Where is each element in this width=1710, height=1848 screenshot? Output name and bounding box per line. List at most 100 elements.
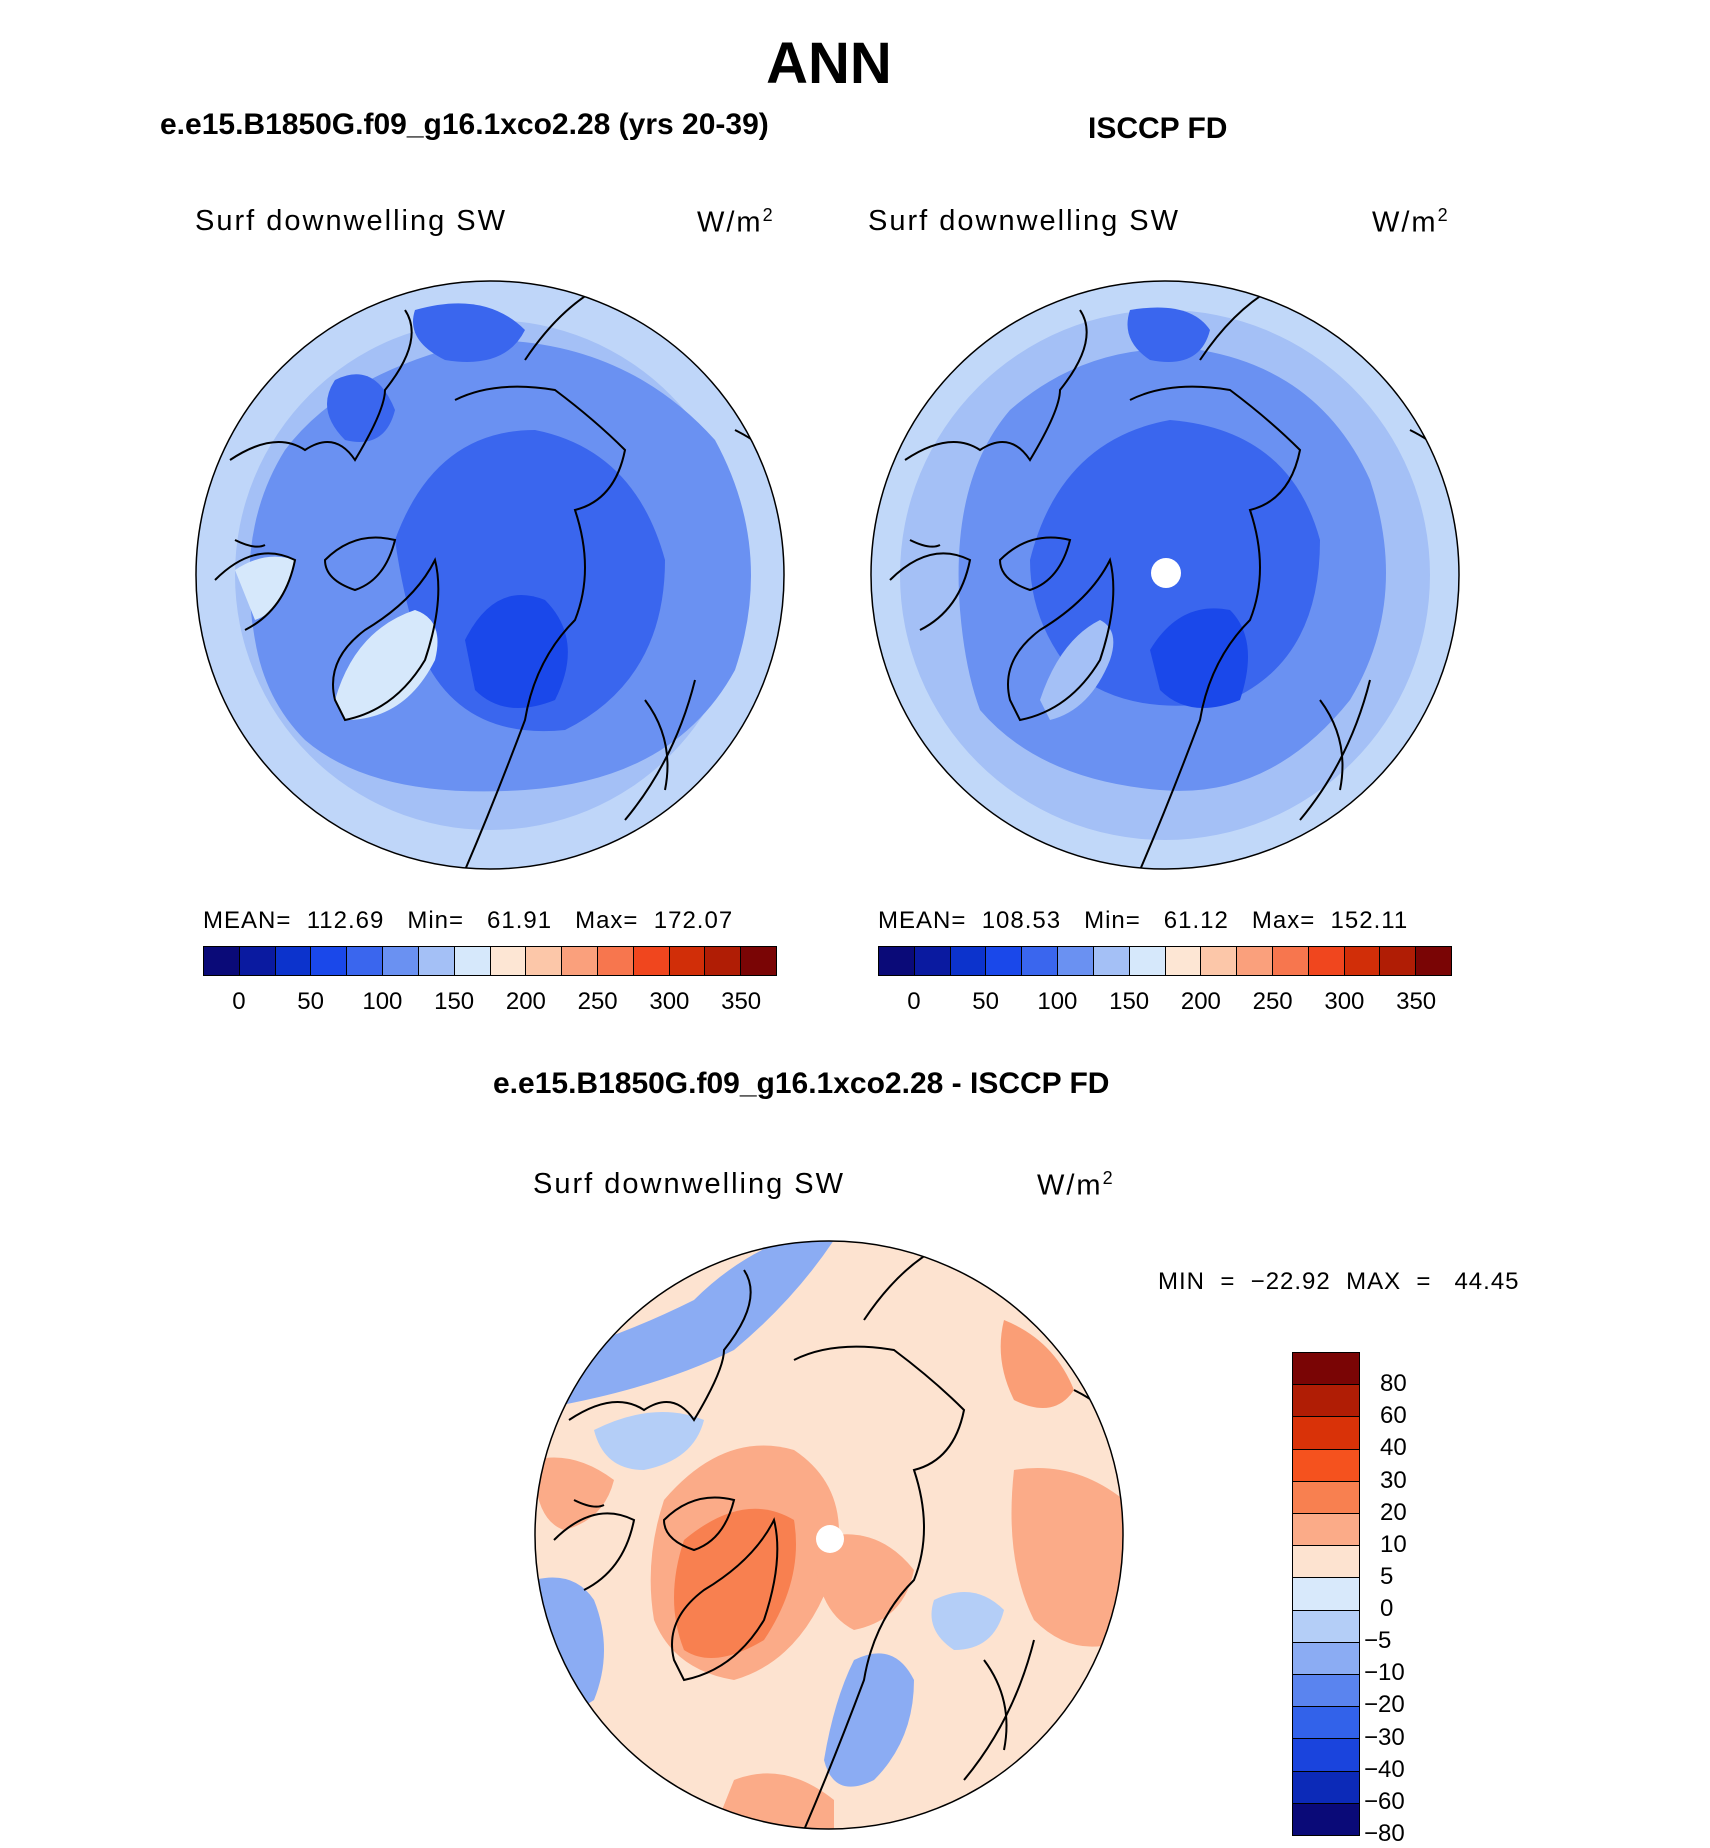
figure-title: ANN (766, 31, 892, 96)
colorbar-swatch (1093, 947, 1130, 975)
colorbar-swatch (705, 947, 742, 975)
colorbar-tick-label: 80 (1380, 1370, 1407, 1398)
right-units: W/m2 (1372, 205, 1450, 239)
colorbar-swatch (1293, 1514, 1359, 1547)
colorbar-swatch (1201, 947, 1238, 975)
colorbar-swatch (1293, 1353, 1359, 1386)
left-panel-title: e.e15.B1850G.f09_g16.1xco2.28 (yrs 20-39… (160, 108, 769, 141)
colorbar-tick-label: 350 (721, 988, 762, 1015)
left-plot-label: Surf downwelling SW (195, 205, 507, 237)
colorbar-tick-label: 0 (907, 988, 921, 1015)
colorbar-swatch (1293, 1610, 1359, 1643)
colorbar-tick-label: 150 (434, 988, 475, 1015)
right-colorbar (878, 946, 1452, 976)
colorbar-swatch (1308, 947, 1345, 975)
diff-map (534, 1240, 1124, 1830)
right-stats: MEAN= 108.53 Min= 61.12 Max= 152.11 (878, 907, 1409, 934)
colorbar-swatch (1293, 1771, 1359, 1804)
right-panel-title: ISCCP FD (1088, 112, 1228, 145)
right-plot-label: Surf downwelling SW (868, 205, 1180, 237)
diff-plot-label: Surf downwelling SW (533, 1168, 845, 1200)
colorbar-tick-label: 0 (232, 988, 246, 1015)
right-colorbar-ticks: 0 50 100 150 200 250 300 350 (878, 988, 1452, 1018)
colorbar-swatch (1058, 947, 1094, 975)
colorbar-tick-label: 60 (1380, 1402, 1407, 1430)
colorbar-tick-label: 200 (1180, 988, 1221, 1015)
colorbar-swatch (597, 947, 634, 975)
colorbar-swatch (562, 947, 598, 975)
colorbar-tick-label: 50 (972, 988, 999, 1015)
colorbar-swatch (490, 947, 527, 975)
colorbar-swatch (454, 947, 491, 975)
colorbar-swatch (986, 947, 1023, 975)
colorbar-tick-label: 0 (1380, 1595, 1394, 1623)
colorbar-tick-label: 100 (1037, 988, 1078, 1015)
colorbar-swatch (633, 947, 670, 975)
colorbar-swatch (1165, 947, 1202, 975)
colorbar-tick-label: −5 (1364, 1627, 1392, 1655)
colorbar-tick-label: 150 (1109, 988, 1150, 1015)
colorbar-swatch (239, 947, 276, 975)
colorbar-tick-label: 50 (297, 988, 324, 1015)
colorbar-tick-label: 100 (362, 988, 403, 1015)
left-colorbar-ticks: 0 50 100 150 200 250 300 350 (203, 988, 777, 1018)
colorbar-swatch (1344, 947, 1381, 975)
colorbar-swatch (311, 947, 348, 975)
colorbar-tick-label: 250 (1252, 988, 1293, 1015)
colorbar-swatch (1293, 1385, 1359, 1418)
colorbar-swatch (526, 947, 563, 975)
colorbar-swatch (275, 947, 312, 975)
colorbar-swatch (1293, 1739, 1359, 1772)
left-colorbar (203, 946, 777, 976)
left-map (195, 280, 785, 870)
left-stats: MEAN= 112.69 Min= 61.91 Max= 172.07 (203, 907, 734, 934)
colorbar-tick-label: 250 (577, 988, 618, 1015)
diff-units: W/m2 (1037, 1168, 1115, 1202)
diff-stats: MIN = −22.92 MAX = 44.45 (1158, 1268, 1520, 1295)
colorbar-swatch (1293, 1707, 1359, 1740)
colorbar-swatch (1293, 1675, 1359, 1708)
diff-panel-title: e.e15.B1850G.f09_g16.1xco2.28 - ISCCP FD (493, 1067, 1110, 1100)
colorbar-tick-label: 300 (1324, 988, 1365, 1015)
colorbar-swatch (1293, 1481, 1359, 1515)
colorbar-tick-label: −40 (1364, 1755, 1405, 1783)
colorbar-swatch (383, 947, 419, 975)
colorbar-tick-label: −20 (1364, 1691, 1405, 1719)
colorbar-swatch (418, 947, 455, 975)
colorbar-tick-label: −30 (1364, 1723, 1405, 1751)
right-map (870, 280, 1460, 870)
colorbar-swatch (1416, 947, 1451, 975)
colorbar-swatch (741, 947, 776, 975)
colorbar-swatch (914, 947, 951, 975)
colorbar-swatch (1293, 1642, 1359, 1676)
colorbar-tick-label: 40 (1380, 1434, 1407, 1462)
colorbar-tick-label: 20 (1380, 1498, 1407, 1526)
colorbar-swatch (1022, 947, 1059, 975)
colorbar-tick-label: 350 (1396, 988, 1437, 1015)
colorbar-swatch (1293, 1546, 1359, 1579)
colorbar-swatch (1380, 947, 1417, 975)
left-units: W/m2 (697, 205, 775, 239)
colorbar-swatch (1129, 947, 1166, 975)
colorbar-swatch (879, 947, 915, 975)
colorbar-swatch (1293, 1417, 1359, 1450)
colorbar-swatch (950, 947, 987, 975)
colorbar-swatch (1237, 947, 1273, 975)
colorbar-swatch (347, 947, 384, 975)
colorbar-tick-label: −80 (1364, 1820, 1405, 1847)
colorbar-tick-label: 10 (1380, 1530, 1407, 1558)
colorbar-tick-label: −60 (1364, 1787, 1405, 1815)
colorbar-swatch (1293, 1803, 1359, 1836)
colorbar-swatch (1272, 947, 1309, 975)
colorbar-tick-label: 200 (505, 988, 546, 1015)
colorbar-swatch (204, 947, 240, 975)
colorbar-tick-label: 300 (649, 988, 690, 1015)
colorbar-tick-label: −10 (1364, 1659, 1405, 1687)
colorbar-swatch (1293, 1449, 1359, 1482)
diff-colorbar-ticks: 80 60 40 30 20 10 5 0 −5 −10 −20 −30 −40 −60 −80 (1364, 1352, 1492, 1847)
diff-colorbar (1292, 1352, 1360, 1836)
colorbar-swatch (1293, 1578, 1359, 1611)
colorbar-tick-label: 30 (1380, 1466, 1407, 1494)
colorbar-swatch (669, 947, 706, 975)
colorbar-tick-label: 5 (1380, 1562, 1394, 1590)
